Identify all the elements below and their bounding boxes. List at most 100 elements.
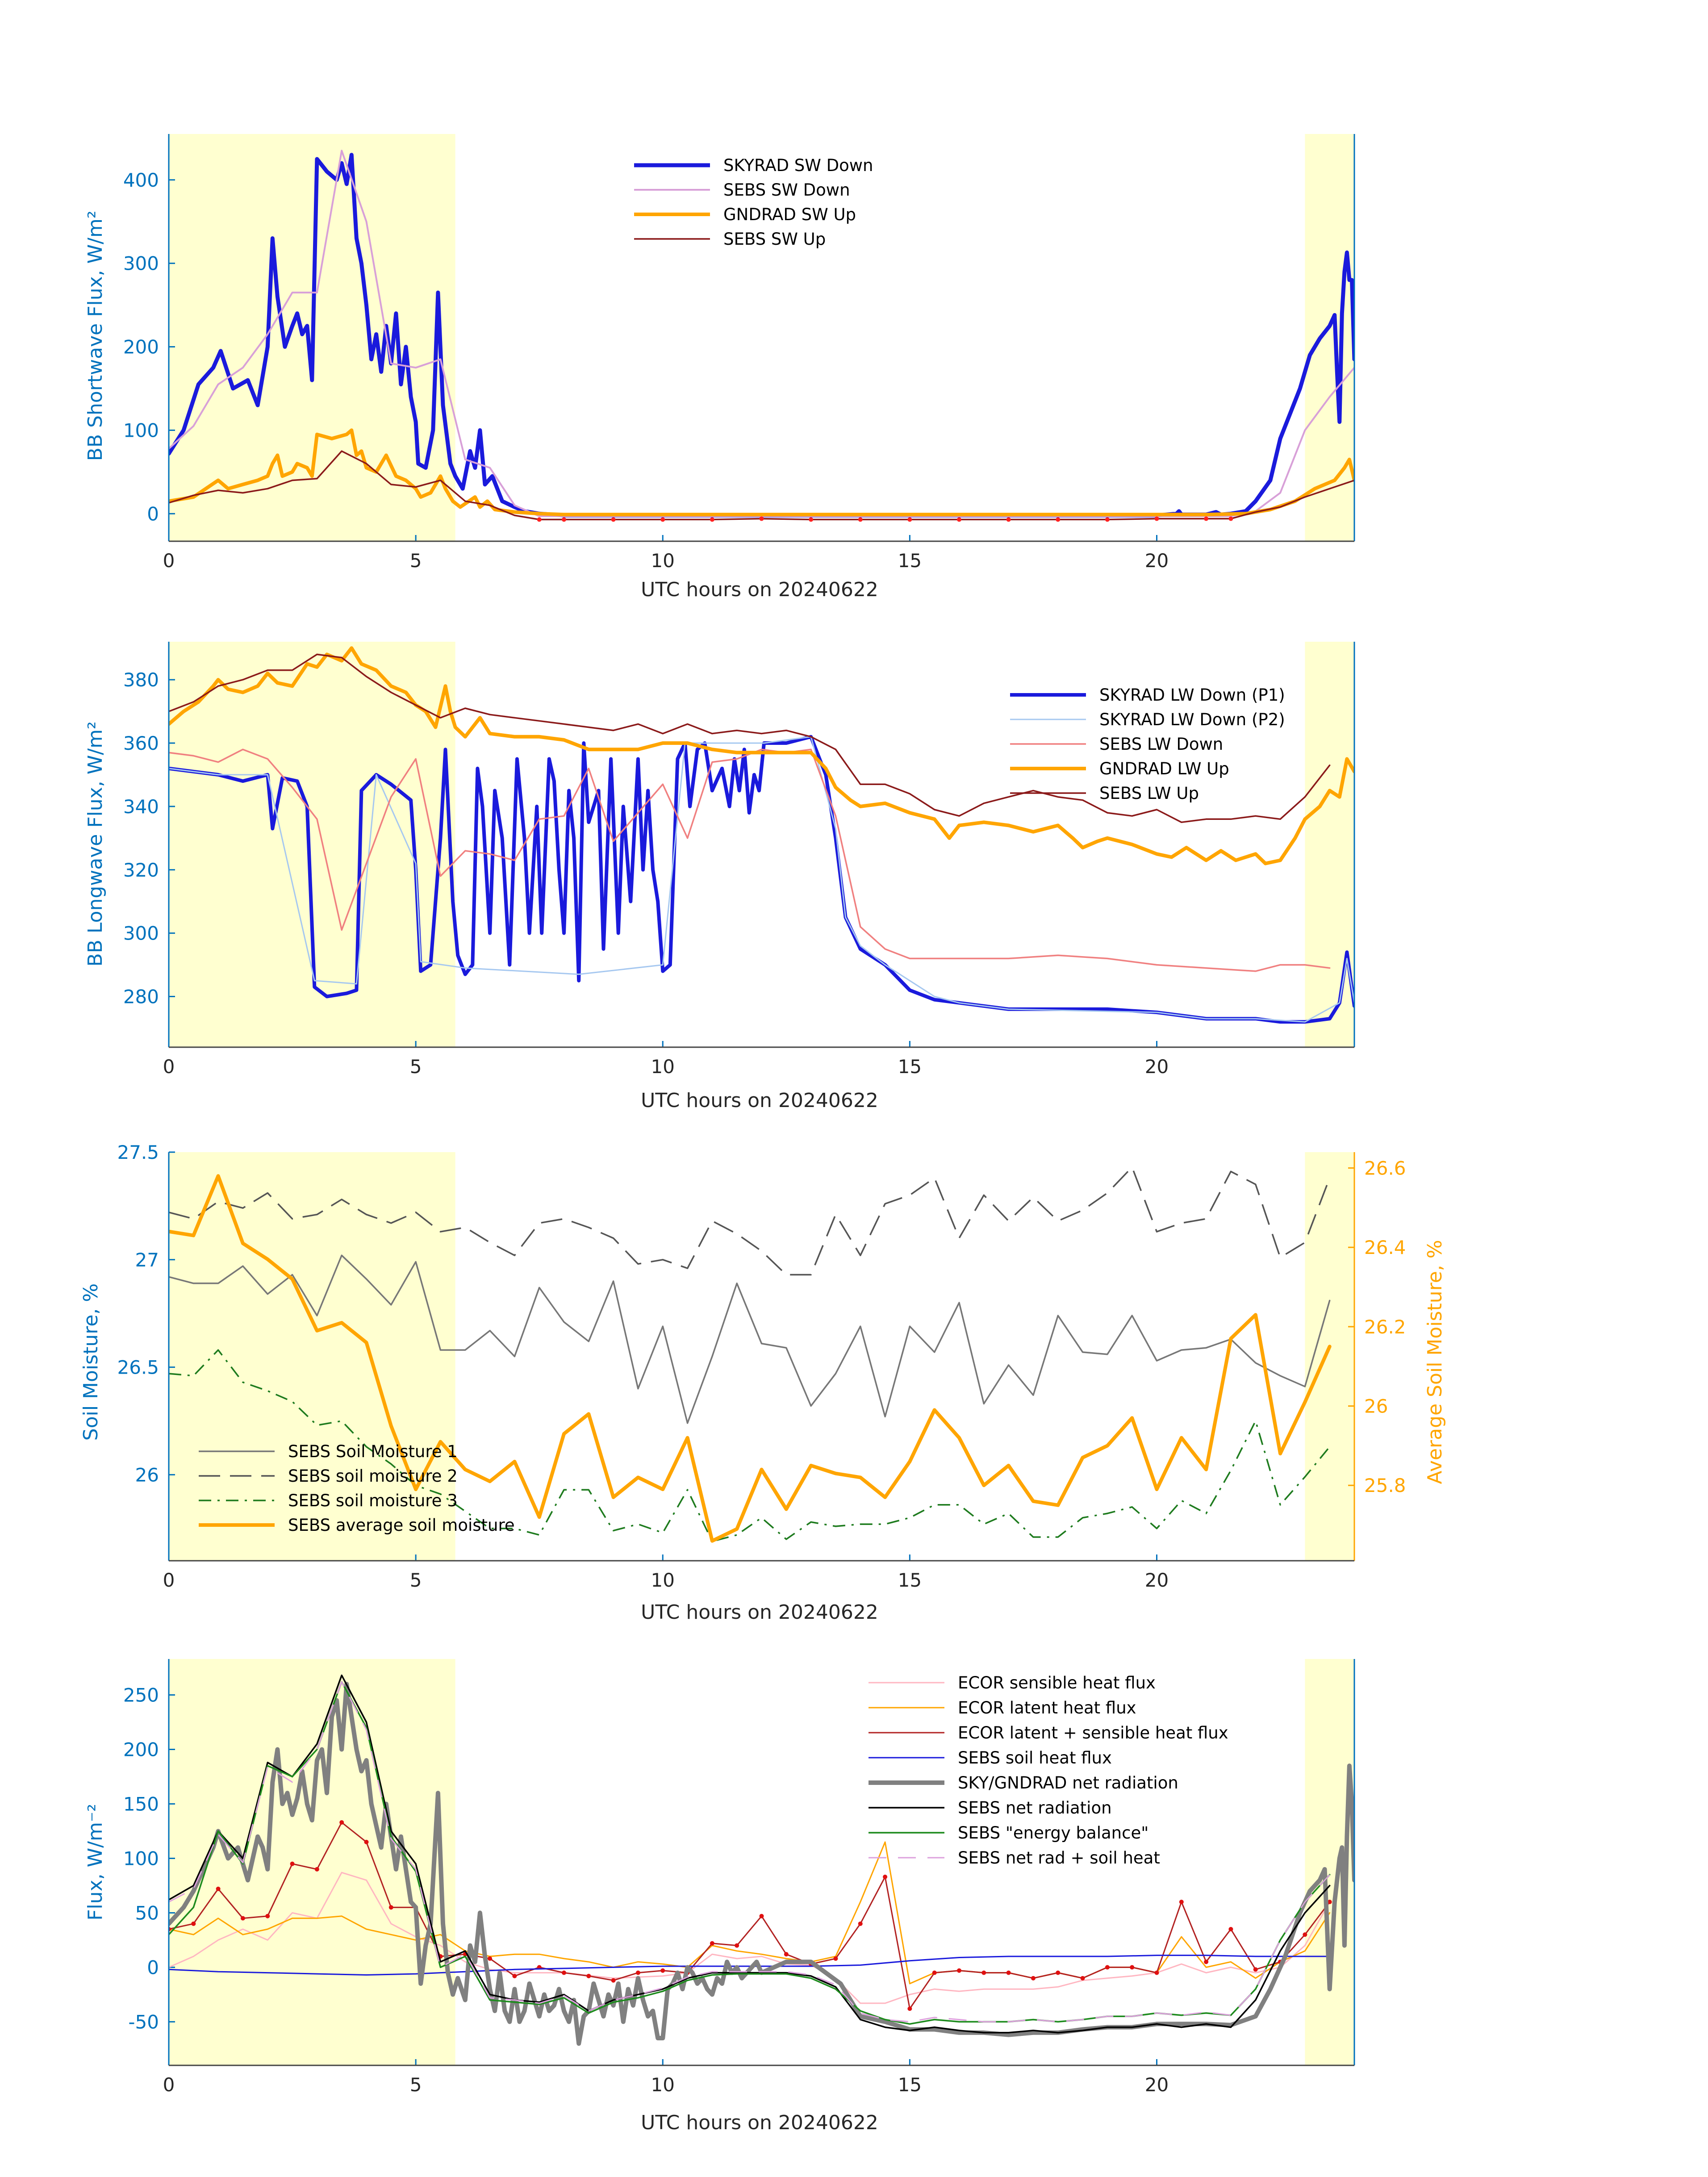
- energy-flux-series-sebs-soil-heat-flux: [169, 1955, 1331, 1976]
- energy-flux-ecor-total-point: [833, 1956, 838, 1961]
- longwave-plot-area: 0 5 10 15 20 280 300 320 340 360 380 SKYRAD LW Down…: [123, 642, 1355, 1078]
- soil-moisture-panel: 0 5 10 15 20 26 26.5 27 27.5 25.8 26 26.2 26.4 26.6 SE…: [79, 1141, 1446, 1624]
- soil-moisture-right-y-tick-label: 25.8: [1364, 1475, 1406, 1496]
- energy-flux-y-tick-label: 100: [123, 1847, 159, 1869]
- shortwave-sebs-sw-up-point: [809, 517, 814, 522]
- shortwave-y-tick-label: 0: [147, 503, 159, 525]
- soil-moisture-daylight-shade: [1305, 1152, 1354, 1561]
- energy-flux-legend-label-sebs-energy-balance: SEBS "energy balance": [958, 1823, 1148, 1843]
- energy-flux-x-axis-label: UTC hours on 20240622: [641, 2111, 878, 2134]
- shortwave-sebs-sw-up-point: [1204, 516, 1209, 521]
- shortwave-x-tick-label: 5: [410, 550, 422, 572]
- energy-flux-x-tick-label: 15: [898, 2074, 922, 2096]
- energy-flux-legend-label-sebs-net-radiation: SEBS net radiation: [958, 1798, 1112, 1818]
- energy-flux-y-tick-label: 150: [123, 1793, 159, 1815]
- longwave-x-axis-label: UTC hours on 20240622: [641, 1089, 878, 1112]
- soil-moisture-right-y-tick-label: 26: [1364, 1396, 1388, 1417]
- shortwave-x-tick-label: 15: [898, 550, 922, 572]
- shortwave-y-tick-label: 100: [123, 419, 159, 441]
- energy-flux-ecor-total-point: [1080, 1976, 1085, 1981]
- energy-flux-ecor-total-point: [784, 1952, 789, 1957]
- soil-moisture-legend-label-sebs-average-soil-moisture: SEBS average soil moisture: [288, 1516, 515, 1535]
- energy-flux-x-tick-label: 5: [410, 2074, 422, 2096]
- energy-flux-y-tick-label: 50: [135, 1902, 159, 1924]
- soil-moisture-y-axis-label: Soil Moisture, %: [79, 1283, 102, 1441]
- energy-flux-ecor-total-point: [1179, 1900, 1184, 1905]
- soil-moisture-right-y-tick-label: 26.6: [1364, 1157, 1406, 1179]
- energy-flux-x-tick-label: 0: [163, 2074, 175, 2096]
- energy-flux-ecor-total-point: [710, 1941, 714, 1946]
- energy-flux-y-axis-label: Flux, W/m⁻²: [84, 1804, 107, 1921]
- shortwave-sebs-sw-up-point: [1105, 517, 1110, 522]
- energy-flux-ecor-total-point: [957, 1968, 961, 1973]
- energy-flux-y-tick-label: 0: [147, 1956, 159, 1978]
- energy-flux-panel: 0 5 10 15 20 -50 0 50 100 150 200 250 ECOR sensible …: [84, 1659, 1355, 2134]
- soil-moisture-series-sebs-soil-moisture-3: [169, 1349, 1331, 1542]
- energy-flux-ecor-total-point: [339, 1820, 344, 1825]
- energy-flux-series-ecor-latent-sensible-heat-flux: [169, 1822, 1331, 2010]
- energy-flux-ecor-total-point: [981, 1970, 986, 1975]
- energy-flux-ecor-total-point: [735, 1943, 739, 1948]
- shortwave-series-skyrad-sw-down: [169, 153, 1354, 518]
- longwave-x-tick-label: 0: [163, 1056, 175, 1078]
- energy-flux-ecor-total-point: [1105, 1965, 1110, 1970]
- soil-moisture-y-tick-label: 26: [135, 1464, 159, 1486]
- energy-flux-legend-label-sebs-soil-heat-flux: SEBS soil heat flux: [958, 1748, 1112, 1768]
- shortwave-sebs-sw-up-point: [1056, 517, 1061, 522]
- soil-moisture-series-sebs-average-soil-moisture: [169, 1174, 1332, 1543]
- longwave-x-tick-label: 10: [651, 1056, 675, 1078]
- shortwave-legend-label-sebs-sw-up: SEBS SW Up: [723, 230, 826, 249]
- soil-moisture-x-tick-label: 5: [410, 1569, 422, 1591]
- energy-flux-ecor-total-point: [586, 1973, 591, 1978]
- longwave-legend: SKYRAD LW Down (P1) SKYRAD LW Down (P2) SE…: [1010, 685, 1285, 803]
- shortwave-sebs-sw-up-point: [611, 517, 616, 522]
- shortwave-x-tick-label: 20: [1145, 550, 1169, 572]
- shortwave-x-axis-label: UTC hours on 20240622: [641, 578, 878, 601]
- shortwave-x-tick-label: 10: [651, 550, 675, 572]
- energy-flux-legend-label-sky-gndrad-net-radiation: SKY/GNDRAD net radiation: [958, 1773, 1178, 1793]
- energy-flux-legend-label-sebs-net-rad-soil-heat: SEBS net rad + soil heat: [958, 1848, 1160, 1868]
- soil-moisture-right-y-tick-label: 26.2: [1364, 1316, 1406, 1338]
- soil-moisture-daylight-shade: [169, 1152, 455, 1561]
- longwave-y-tick-label: 380: [123, 669, 159, 691]
- longwave-series-sebs-lw-down: [169, 748, 1331, 972]
- shortwave-sebs-sw-up-point: [858, 517, 863, 522]
- energy-flux-daylight-shade: [169, 1659, 455, 2065]
- energy-flux-ecor-total-point: [314, 1867, 319, 1872]
- energy-flux-legend-label-ecor-latent-sensible-heat-flux: ECOR latent + sensible heat flux: [958, 1723, 1228, 1742]
- longwave-series-sebs-lw-up: [169, 653, 1331, 823]
- soil-moisture-series-sebs-soil-moisture-1: [169, 1254, 1331, 1424]
- shortwave-sebs-sw-up-point: [1154, 516, 1159, 521]
- energy-flux-ecor-total-point: [240, 1916, 245, 1921]
- soil-moisture-legend-label-sebs-soil-moisture-3: SEBS soil moisture 3: [288, 1491, 458, 1510]
- longwave-y-axis-label: BB Longwave Flux, W/m²: [84, 721, 107, 966]
- energy-flux-ecor-total-point: [1031, 1976, 1036, 1981]
- energy-flux-ecor-total-point: [1303, 1932, 1307, 1937]
- shortwave-sebs-sw-up-point: [710, 517, 714, 522]
- energy-flux-ecor-total-point: [216, 1886, 221, 1891]
- energy-flux-ecor-total-point: [388, 1905, 393, 1910]
- energy-flux-ecor-total-point: [488, 1956, 493, 1961]
- longwave-y-tick-label: 320: [123, 859, 159, 881]
- soil-moisture-y-tick-label: 27.5: [117, 1141, 159, 1163]
- longwave-y-tick-label: 280: [123, 986, 159, 1008]
- shortwave-y-tick-label: 300: [123, 253, 159, 275]
- average-soil-moisture-y-axis-label: Average Soil Moisture, %: [1424, 1240, 1446, 1484]
- soil-moisture-x-tick-label: 20: [1145, 1569, 1169, 1591]
- energy-flux-ecor-total-point: [1154, 1970, 1159, 1975]
- energy-flux-y-tick-label: 200: [123, 1738, 159, 1760]
- shortwave-series-sebs-sw-up: [169, 450, 1354, 521]
- soil-moisture-y-tick-label: 27: [135, 1249, 159, 1271]
- energy-flux-ecor-total-point: [1006, 1970, 1011, 1975]
- longwave-daylight-shade: [1305, 642, 1354, 1047]
- energy-flux-ecor-total-point: [364, 1839, 369, 1844]
- shortwave-y-tick-label: 200: [123, 336, 159, 358]
- longwave-series-skyrad-lw-down-p2: [169, 736, 1354, 1023]
- energy-flux-legend: ECOR sensible heat flux ECOR latent heat …: [869, 1673, 1228, 1868]
- shortwave-sebs-sw-up-point: [907, 517, 912, 522]
- energy-flux-x-tick-label: 20: [1145, 2074, 1169, 2096]
- energy-flux-series-group: [169, 1674, 1354, 2046]
- shortwave-sebs-sw-up-point: [1006, 517, 1011, 522]
